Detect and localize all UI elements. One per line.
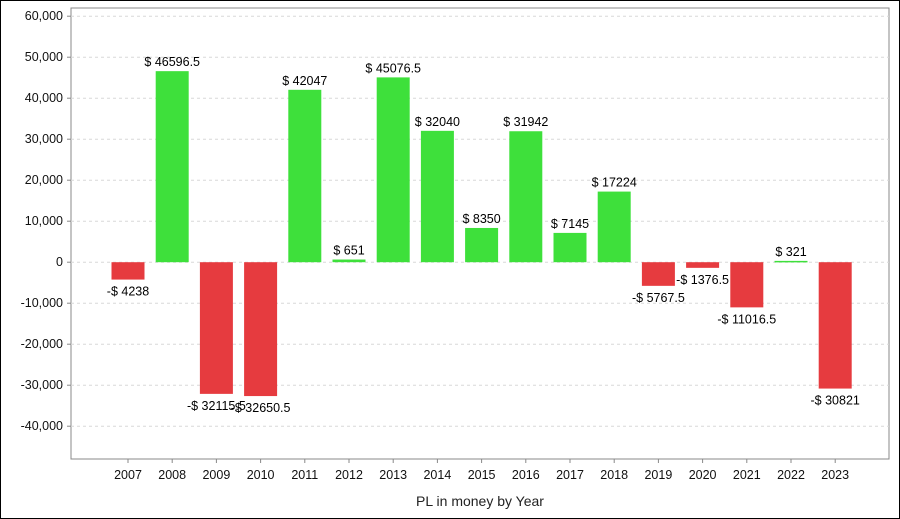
data-labels: -$ 4238 $ 46596.5 -$ 32115.5-$ 32650.5 $ 42… [107,55,860,415]
bar-2019 [641,262,675,286]
bar-2007 [111,262,145,280]
bar-2010 [244,262,278,397]
bar-2021 [730,262,764,308]
data-label-2008: $ 46596.5 [144,55,200,69]
y-tick-label: 60,000 [25,9,63,23]
data-label-2022: $ 321 [775,245,806,259]
bar-2009 [199,262,233,394]
bar-2023 [818,262,852,389]
data-label-2023: -$ 30821 [811,394,860,408]
data-label-2017: $ 7145 [551,217,589,231]
x-tick-label: 2018 [600,468,628,482]
y-axis: -40,000 -30,000 -20,000 -10,000 0 10,000 20,00… [21,9,71,433]
x-tick-label: 2012 [335,468,363,482]
data-label-2014: $ 32040 [415,115,460,129]
bar-2008 [155,71,189,263]
data-label-2007: -$ 4238 [107,285,149,299]
x-tick-label: 2007 [114,468,142,482]
y-tick-label: 30,000 [25,132,63,146]
x-tick-label: 2019 [644,468,672,482]
data-label-2018: $ 17224 [592,176,637,190]
data-label-2016: $ 31942 [503,115,548,129]
x-tick-label: 2014 [423,468,451,482]
data-label-2020: -$ 1376.5 [676,273,729,287]
data-label-2021: -$ 11016.5 [717,312,776,326]
bar-2013 [376,77,410,263]
y-tick-label: 40,000 [25,91,63,105]
bar-2020 [686,262,720,268]
x-tick-label: 2023 [821,468,849,482]
x-tick-label: 2013 [379,468,407,482]
y-tick-label: 0 [56,255,63,269]
data-label-2013: $ 45076.5 [365,61,421,75]
data-label-2010: -$ 32650.5 [231,401,291,415]
data-label-2012: $ 651 [333,244,364,258]
x-tick-label: 2011 [291,468,318,482]
bar-2014 [420,130,454,263]
bar-2018 [597,191,631,263]
x-tick-label: 2008 [158,468,186,482]
bar-2016 [509,131,543,263]
x-tick-label: 2017 [556,468,584,482]
y-tick-label: -40,000 [21,419,63,433]
y-tick-label: -10,000 [21,296,63,310]
bar-2015 [465,227,499,263]
data-label-2009: -$ 32115.5 [187,399,246,413]
bar-2012 [332,259,366,263]
y-tick-label: 10,000 [25,214,63,228]
x-tick-label: 2022 [777,468,805,482]
bar-2022 [774,260,808,263]
bar-2017 [553,232,587,263]
x-tick-label: 2016 [512,468,540,482]
y-tick-label: -20,000 [21,337,63,351]
bars [111,71,852,397]
x-axis-title: PL in money by Year [416,493,544,509]
data-label-2015: $ 8350 [462,212,500,226]
x-tick-label: 2020 [689,468,717,482]
y-tick-label: -30,000 [21,378,63,392]
x-axis: 2007 2008 2009 2010 2011 2012 2013 2014 2015 2016… [114,459,849,482]
data-label-2011: $ 42047 [282,74,327,88]
x-tick-label: 2010 [247,468,275,482]
bar-2011 [288,89,322,263]
y-tick-label: 50,000 [25,50,63,64]
x-tick-label: 2021 [733,468,761,482]
x-tick-label: 2009 [202,468,230,482]
data-label-2019: -$ 5767.5 [632,291,685,305]
y-tick-label: 20,000 [25,173,63,187]
x-tick-label: 2015 [468,468,496,482]
